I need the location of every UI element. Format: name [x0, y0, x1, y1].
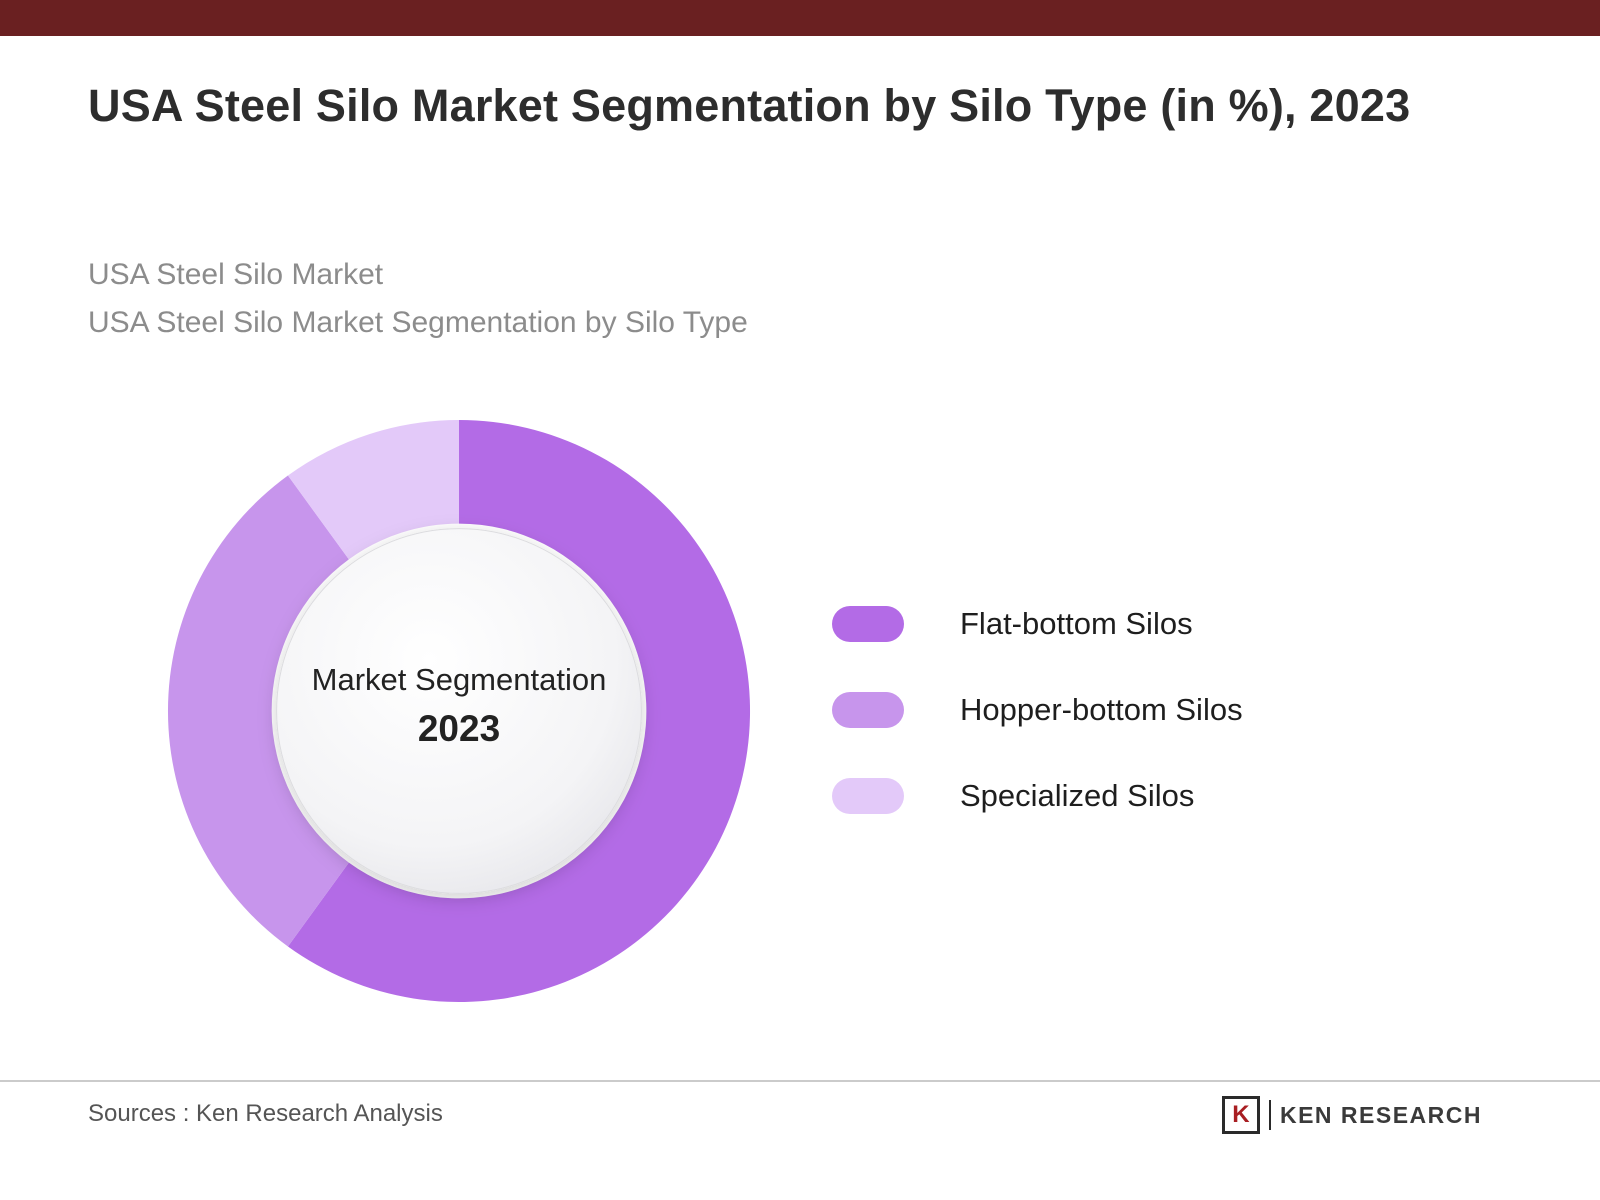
page-title: USA Steel Silo Market Segmentation by Si…: [88, 80, 1411, 131]
donut-chart: [167, 419, 751, 1003]
legend-label-flat-bottom: Flat-bottom Silos: [960, 606, 1193, 641]
legend-swatch-hopper-bottom: [832, 692, 904, 728]
brand-logo: K KEN RESEARCH: [1221, 1096, 1482, 1134]
legend-item-specialized: Specialized Silos: [832, 773, 1243, 819]
sources-text: Sources : Ken Research Analysis: [88, 1100, 443, 1127]
brand-k-icon: K: [1221, 1096, 1260, 1134]
donut-chart-area: [160, 412, 758, 1010]
brand-separator: [1268, 1100, 1271, 1130]
donut-segment-3: [287, 419, 459, 560]
footer-divider: [0, 1080, 1600, 1082]
legend-item-flat-bottom: Flat-bottom Silos: [832, 601, 1243, 647]
legend-swatch-flat-bottom: [832, 606, 904, 642]
chart-legend: Flat-bottom Silos Hopper-bottom Silos Sp…: [832, 601, 1243, 859]
legend-swatch-specialized: [832, 778, 904, 814]
donut-center-disc: [276, 528, 642, 894]
legend-label-specialized: Specialized Silos: [960, 778, 1195, 813]
brand-name: KEN RESEARCH: [1279, 1101, 1482, 1128]
donut-segment-2: [167, 475, 349, 947]
legend-label-hopper-bottom: Hopper-bottom Silos: [960, 692, 1243, 727]
subtitle-market: USA Steel Silo Market: [88, 258, 384, 291]
subtitle-segmentation: USA Steel Silo Market Segmentation by Si…: [88, 306, 748, 339]
top-accent-bar: [0, 0, 1600, 36]
donut-segment-1: [287, 419, 751, 1003]
legend-item-hopper-bottom: Hopper-bottom Silos: [832, 687, 1243, 733]
